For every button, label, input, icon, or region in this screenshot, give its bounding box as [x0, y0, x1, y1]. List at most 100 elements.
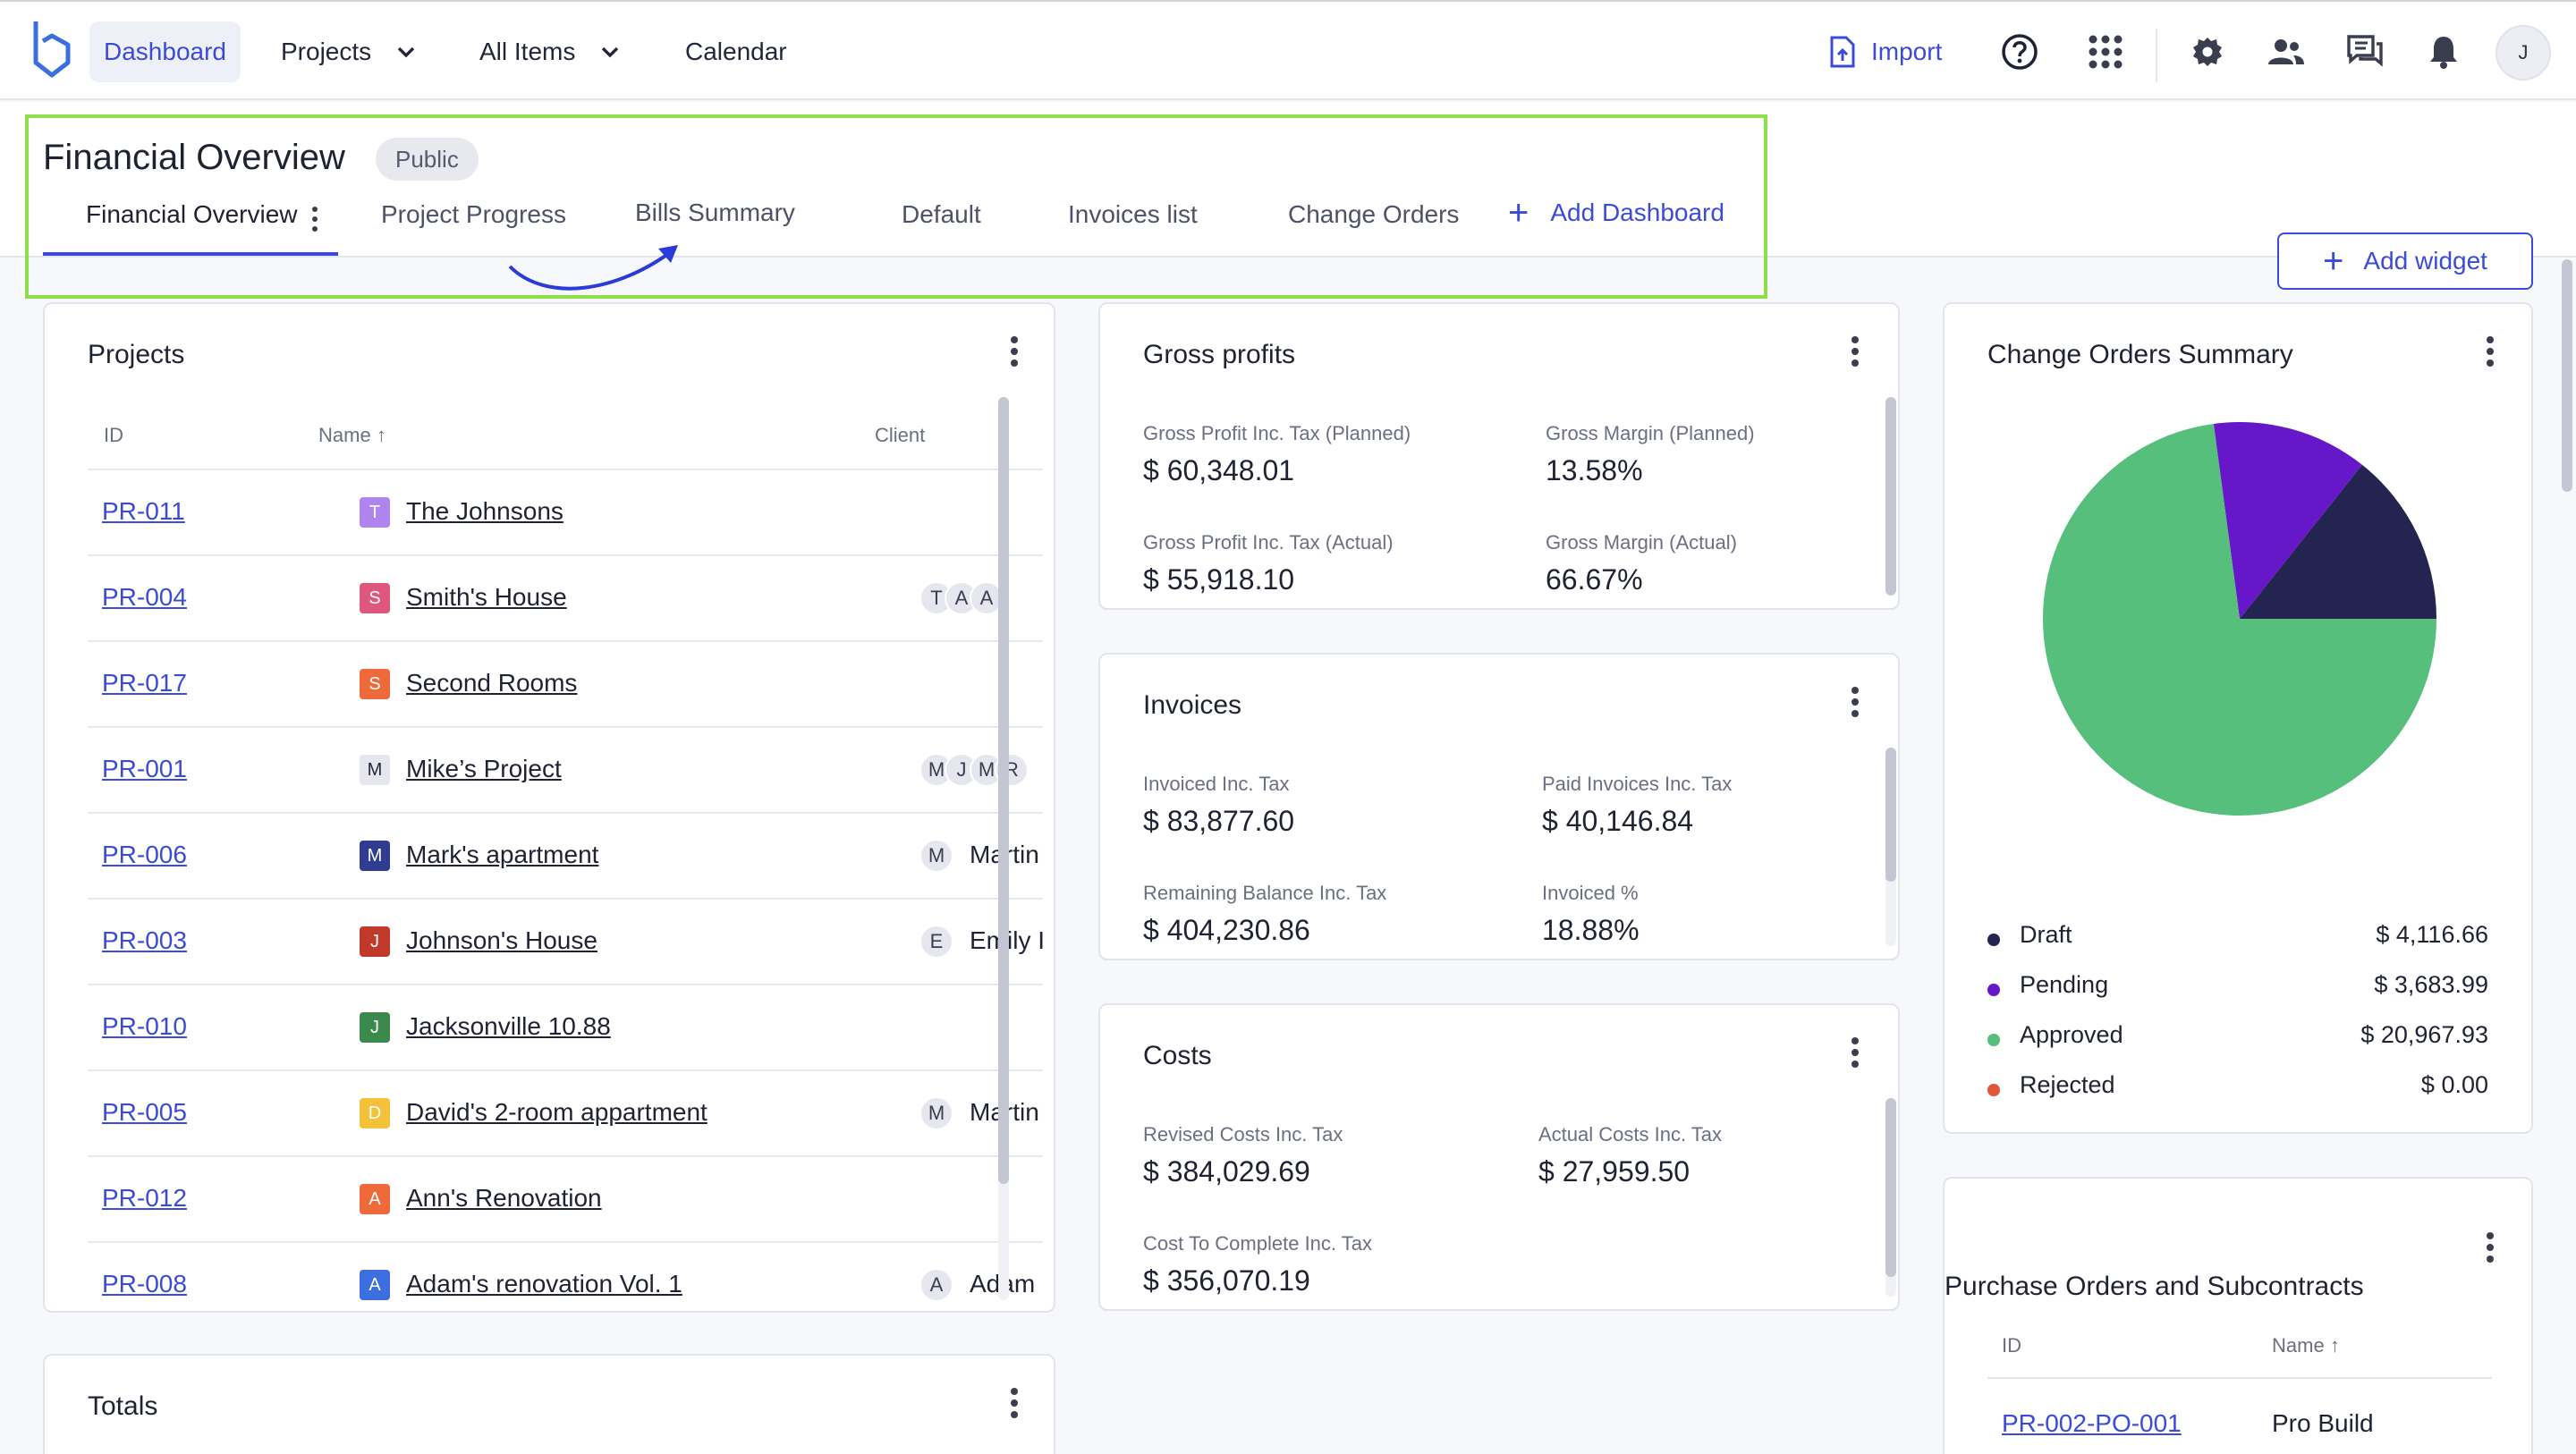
project-id-link[interactable]: PR-003 [102, 926, 187, 954]
app-logo-icon[interactable] [29, 18, 75, 80]
nav-all-items-label: All Items [479, 38, 576, 65]
column-header-id[interactable]: ID [104, 424, 123, 446]
costs-scrollbar[interactable] [1885, 1098, 1896, 1277]
project-initial-chip: A [360, 1270, 390, 1300]
column-header-client[interactable]: Client [875, 424, 926, 446]
gross-profits-menu-icon[interactable] [1850, 336, 1860, 367]
projects-menu-icon[interactable] [1009, 336, 1020, 367]
metric-label: Gross Profit Inc. Tax (Actual) [1143, 531, 1394, 554]
table-row[interactable]: PR-001 M Mike’s Project M J M R [88, 726, 1043, 812]
totals-menu-icon[interactable] [1009, 1388, 1020, 1418]
project-name-link[interactable]: Second Rooms [406, 669, 578, 697]
project-id-link[interactable]: PR-017 [102, 669, 187, 697]
nav-projects[interactable]: Projects [267, 21, 434, 82]
projects-scrollbar[interactable] [998, 397, 1009, 1184]
project-name-link[interactable]: Adam's renovation Vol. 1 [406, 1270, 682, 1298]
project-id-link[interactable]: PR-012 [102, 1184, 187, 1212]
add-widget-button[interactable]: + Add widget [2277, 232, 2533, 290]
tab-bills-summary[interactable]: Bills Summary [635, 199, 795, 226]
project-id-link[interactable]: PR-006 [102, 841, 187, 868]
metric-label: Gross Margin (Actual) [1546, 531, 1737, 554]
legend-value: $ 0.00 [2420, 1071, 2488, 1098]
project-initial-chip: M [360, 841, 390, 871]
legend-item[interactable]: Approved $ 20,967.93 [1987, 1021, 2488, 1057]
po-column-header-name[interactable]: Name ↑ [2272, 1334, 2340, 1357]
table-row[interactable]: PR-012 A Ann's Renovation [88, 1155, 1043, 1241]
change-orders-menu-icon[interactable] [2485, 336, 2496, 367]
tab-options-icon[interactable] [309, 206, 320, 232]
user-avatar-initial: J [2518, 41, 2529, 63]
page-scrollbar[interactable] [2562, 259, 2572, 492]
visibility-badge: Public [376, 138, 479, 181]
project-name-link[interactable]: Jacksonville 10.88 [406, 1012, 611, 1040]
metric-value: $ 27,959.50 [1538, 1155, 1690, 1188]
tab-project-progress[interactable]: Project Progress [381, 200, 566, 228]
messages-button[interactable] [2342, 21, 2388, 82]
project-id-link[interactable]: PR-004 [102, 583, 187, 611]
gross-profits-scrollbar[interactable] [1885, 397, 1896, 596]
help-button[interactable] [1996, 21, 2043, 82]
po-name: Pro Build [2272, 1409, 2374, 1437]
change-orders-title: Change Orders Summary [1987, 340, 2293, 369]
change-orders-pie-chart [2043, 422, 2436, 816]
pie-slice-pending[interactable] [2213, 422, 2362, 619]
table-row[interactable]: PR-017 S Second Rooms [88, 640, 1043, 726]
team-button[interactable] [2263, 21, 2309, 82]
project-name-link[interactable]: Mark's apartment [406, 841, 599, 868]
invoices-menu-icon[interactable] [1850, 687, 1860, 717]
invoices-scrollbar[interactable] [1885, 748, 1896, 882]
project-id-link[interactable]: PR-011 [102, 497, 185, 525]
apps-button[interactable] [2082, 21, 2129, 82]
settings-button[interactable] [2184, 21, 2231, 82]
table-row[interactable]: PR-004 S Smith's House T A A [88, 554, 1043, 640]
tab-financial-overview[interactable]: Financial Overview [86, 200, 298, 228]
tab-change-orders[interactable]: Change Orders [1288, 200, 1460, 228]
project-id-link[interactable]: PR-008 [102, 1270, 187, 1298]
project-id-link[interactable]: PR-010 [102, 1012, 187, 1040]
sort-ascending-icon: ↑ [2329, 1334, 2340, 1357]
project-id-link[interactable]: PR-001 [102, 755, 187, 782]
client-avatar: A [919, 1268, 953, 1302]
pie-slice-approved[interactable] [2043, 423, 2436, 816]
project-name-link[interactable]: David's 2-room appartment [406, 1098, 708, 1126]
project-id-link[interactable]: PR-005 [102, 1098, 187, 1126]
metric-label: Invoiced Inc. Tax [1143, 773, 1290, 795]
nav-calendar[interactable]: Calendar [671, 21, 801, 82]
table-row[interactable]: PR-010 J Jacksonville 10.88 [88, 984, 1043, 1069]
tab-default[interactable]: Default [902, 200, 981, 228]
import-label: Import [1871, 38, 1943, 65]
legend-item[interactable]: Pending $ 3,683.99 [1987, 971, 2488, 1007]
project-name-link[interactable]: The Johnsons [406, 497, 564, 525]
po-column-header-id[interactable]: ID [2002, 1334, 2021, 1357]
nav-dashboard-label: Dashboard [104, 38, 226, 65]
po-id-link[interactable]: PR-002-PO-001 [2002, 1409, 2182, 1437]
legend-item[interactable]: Draft $ 4,116.66 [1987, 921, 2488, 957]
column-header-name[interactable]: Name ↑ [318, 424, 386, 447]
project-name-link[interactable]: Johnson's House [406, 926, 597, 954]
user-avatar[interactable]: J [2496, 25, 2551, 80]
metric-value: $ 356,070.19 [1143, 1264, 1310, 1297]
metric-value: 18.88% [1542, 914, 1640, 946]
add-dashboard-button[interactable]: + Add Dashboard [1508, 195, 1724, 231]
tab-invoices-list[interactable]: Invoices list [1068, 200, 1198, 228]
project-name-link[interactable]: Smith's House [406, 583, 567, 611]
nav-dashboard[interactable]: Dashboard [89, 21, 241, 82]
gross-profits-title: Gross profits [1143, 340, 1296, 369]
table-row[interactable]: PR-011 T The Johnsons [88, 469, 1043, 554]
legend-item[interactable]: Rejected $ 0.00 [1987, 1071, 2488, 1107]
metric-value: $ 404,230.86 [1143, 914, 1310, 946]
project-name-link[interactable]: Mike’s Project [406, 755, 562, 782]
pie-slice-draft[interactable] [2240, 464, 2436, 619]
costs-widget: Costs Revised Costs Inc. Tax $ 384,029.6… [1098, 1003, 1900, 1311]
import-button[interactable]: Import [1828, 21, 1942, 82]
purchase-orders-menu-icon[interactable] [2485, 1232, 2496, 1263]
nav-all-items[interactable]: All Items [465, 21, 638, 82]
costs-menu-icon[interactable] [1850, 1037, 1860, 1068]
project-name-link[interactable]: Ann's Renovation [406, 1184, 602, 1212]
notifications-button[interactable] [2420, 21, 2467, 82]
